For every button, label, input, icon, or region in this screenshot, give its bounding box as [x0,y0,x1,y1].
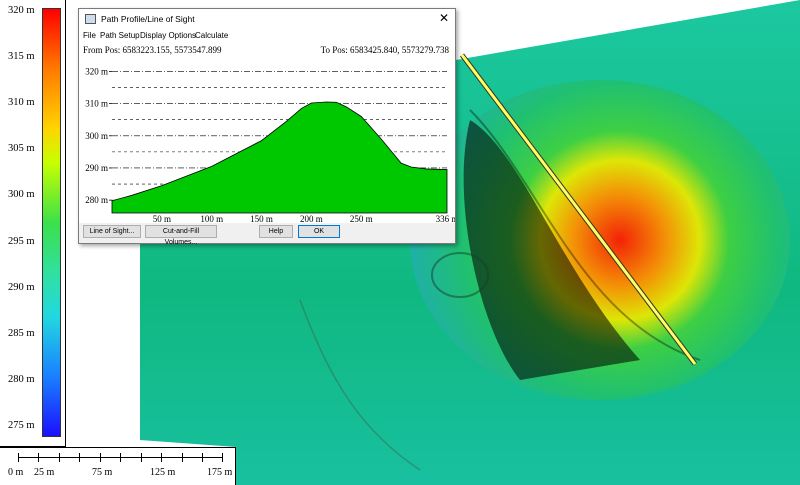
legend-tick: 290 m [8,282,35,293]
elevation-legend: 320 m 315 m 310 m 305 m 300 m 295 m 290 … [0,0,66,447]
legend-tick: 320 m [8,5,35,16]
y-tick-label: 280 m [85,195,108,205]
legend-tick: 315 m [8,51,35,62]
legend-tick: 305 m [8,143,35,154]
menu-display-options[interactable]: Display Options [140,31,197,40]
legend-tick: 285 m [8,328,35,339]
y-tick-label: 300 m [85,131,108,141]
help-button[interactable]: Help [259,225,293,238]
from-position: From Pos: 6583223.155, 5573547.899 [83,45,222,55]
scale-tick [18,453,19,462]
cut-and-fill-button[interactable]: Cut-and-Fill Volumes... [145,225,217,246]
legend-tick: 300 m [8,189,35,200]
scale-tick [120,453,121,462]
scale-label: 75 m [92,467,113,478]
scale-tick [79,453,80,462]
menu-path-setup[interactable]: Path Setup [100,31,140,40]
scale-tick [222,453,223,462]
scale-tick [202,453,203,462]
close-icon[interactable]: ✕ [438,11,449,25]
path-profile-dialog: Path Profile/Line of Sight ✕ File Path S… [78,8,458,246]
to-position: To Pos: 6583425.840, 5573279.738 [320,45,449,55]
scale-tick [100,453,101,462]
x-tick-label: 100 m [200,214,223,223]
ok-button[interactable]: OK [298,225,340,238]
scale-tick [161,453,162,462]
scale-label: 0 m [8,467,24,478]
legend-tick: 280 m [8,374,35,385]
x-tick-label: 250 m [350,214,373,223]
y-tick-label: 290 m [85,163,108,173]
scale-tick [141,453,142,462]
x-tick-label: 150 m [250,214,273,223]
dialog-titlebar[interactable]: Path Profile/Line of Sight ✕ [79,9,455,30]
legend-color-ramp [42,8,61,437]
legend-tick: 310 m [8,97,35,108]
scale-label: 125 m [150,467,176,478]
menu-bar: File Path Setup Display Options Calculat… [79,30,455,43]
profile-plot-area: From Pos: 6583223.155, 5573547.899 To Po… [79,43,458,224]
x-tick-label: 336 m [436,214,455,223]
scale-bar: 0 m 25 m 75 m 125 m 175 m [0,447,236,485]
legend-tick: 295 m [8,236,35,247]
menu-file[interactable]: File [83,31,96,40]
x-tick-label: 50 m [153,214,171,223]
scale-tick [38,453,39,462]
scale-tick [59,453,60,462]
scale-tick [182,453,183,462]
scale-label: 175 m [207,467,233,478]
y-tick-label: 320 m [85,66,108,76]
line-of-sight-button[interactable]: Line of Sight... [83,225,141,238]
window-app-icon [85,14,96,24]
elevation-profile-chart: 320 m 310 m 300 m 290 m 280 m 50 m 100 m 150 m 2… [85,66,458,224]
legend-tick: 275 m [8,420,35,431]
scale-label: 25 m [34,467,55,478]
y-tick-label: 310 m [85,99,108,109]
dialog-title: Path Profile/Line of Sight [101,14,195,24]
x-tick-label: 200 m [300,214,323,223]
menu-calculate[interactable]: Calculate [195,31,229,40]
profile-area [111,101,448,214]
